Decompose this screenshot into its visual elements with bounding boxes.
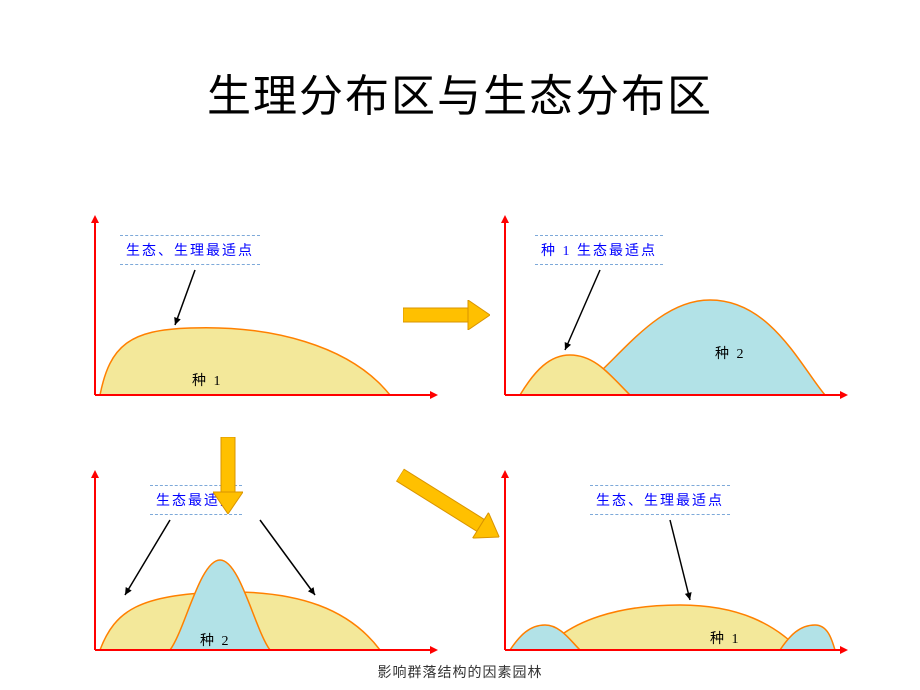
chart-svg [70,470,440,670]
species-label: 种 2 [715,343,746,363]
big-arrow-right [403,300,490,330]
chart-label: 种 1 生态最适点 [535,235,663,265]
y-axis-arrowhead [501,470,509,478]
pointer-arrow-line [670,520,690,600]
big-arrow-down [213,437,243,514]
pointer-arrow-line [175,270,195,325]
y-axis-arrowhead [91,470,99,478]
x-axis-arrowhead [430,646,438,654]
species-label: 种 1 [710,628,741,648]
y-axis-arrowhead [501,215,509,223]
page-title: 生理分布区与生态分布区 [0,60,920,124]
footer-text: 影响群落结构的因素园林 [0,662,920,682]
chart-label: 生态、生理最适点 [120,235,260,265]
pointer-arrow-line [125,520,170,595]
pointer-arrow-line [260,520,315,595]
chart-label: 生态、生理最适点 [590,485,730,515]
chart-panel-br: 生态、生理最适点种 1 [480,470,850,670]
chart-panel-tr: 种 1 生态最适点种 2 [480,215,850,415]
x-axis-arrowhead [840,646,848,654]
big-arrow-head [213,492,243,514]
distribution-curve [780,625,835,650]
pointer-arrow-head [174,317,181,325]
x-axis-arrowhead [840,391,848,399]
pointer-arrow-line [565,270,600,350]
x-axis-arrowhead [430,391,438,399]
chart-panel-bl: 生态最适点种 2 [70,470,440,670]
y-axis-arrowhead [91,215,99,223]
big-arrow-body [221,437,235,492]
big-arrow-body [403,308,468,322]
pointer-arrow-head [308,587,315,595]
pointer-arrow-head [685,592,692,600]
species-label: 种 1 [192,370,223,390]
species-label: 种 2 [200,630,231,650]
chart-panel-tl: 生态、生理最适点种 1 [70,215,440,415]
distribution-curve [545,605,800,650]
distribution-curve [100,328,390,395]
big-arrow-head [468,300,490,330]
